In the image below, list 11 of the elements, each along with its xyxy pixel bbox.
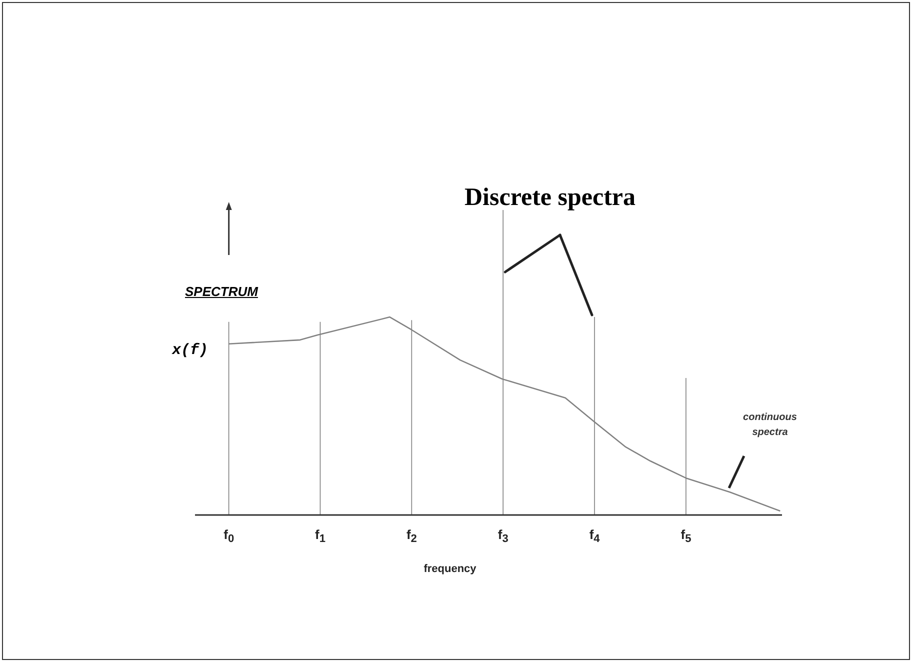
x-tick-label: f$_{5}$ xyxy=(680,527,692,546)
x-tick-label: f$_{1}$ xyxy=(315,527,326,546)
x-tick-label: f$_{0}$ xyxy=(224,527,234,546)
chart-title: Discrete spectra xyxy=(464,184,636,212)
x-axis-title: frequency xyxy=(422,563,478,575)
x-tick-label: f$_{2}$ xyxy=(406,527,417,546)
x-tick-label: f$_{4}$ xyxy=(589,527,601,546)
annotation: continuous spectra xyxy=(742,411,798,440)
y-axis-title: x(f) xyxy=(172,342,208,359)
annotation: SPECTRUM xyxy=(185,284,258,299)
x-tick-label: f$_{3}$ xyxy=(498,527,508,546)
